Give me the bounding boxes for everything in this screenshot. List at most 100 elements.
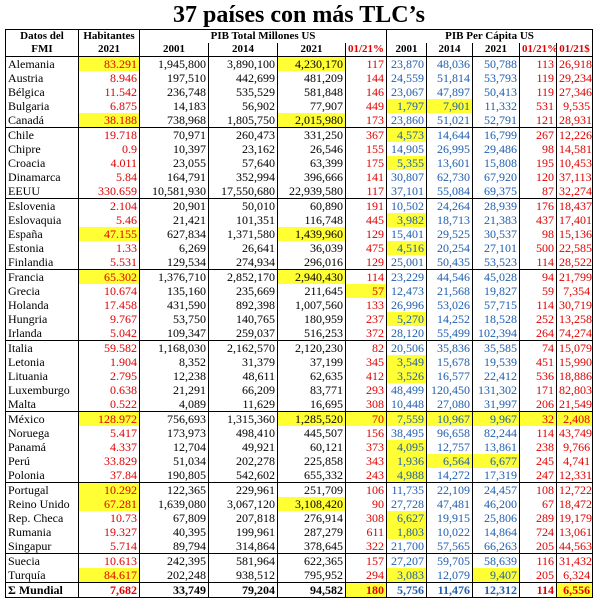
cell-pc-ratio: 94: [519, 269, 557, 284]
cell-total-ratio: 146: [344, 85, 387, 99]
header-pc-2001: 2001: [386, 43, 427, 57]
cell-pc-2014: 27,080: [426, 397, 473, 412]
cell-pc-diff: 18,886: [556, 369, 594, 383]
cell-total-2001: 242,395: [139, 553, 209, 568]
table-row: Finlandia 5.531 129,534 274,934 296,016 129 25…: [5, 255, 594, 270]
cell-country: Austria: [5, 71, 79, 85]
table-row: Grecia 10.674 135,160 235,669 211,645 57 12,47…: [5, 284, 594, 298]
cell-pc-ratio: 264: [519, 326, 557, 341]
table-row: Croacia 4.011 23,055 57,640 63,399 175 5,355 13…: [5, 156, 594, 170]
cell-pc-2014: 57,565: [426, 539, 473, 554]
cell-total-2001: 33,749: [139, 582, 209, 598]
cell-total-2001: 236,748: [139, 85, 209, 99]
table-row: Panamá 4.337 12,704 49,921 60,121 373 4,095 12,…: [5, 440, 594, 454]
table-row: Estonia 1.33 6,269 26,641 36,039 475 4,516 20,2…: [5, 241, 594, 255]
cell-pc-ratio: 116: [519, 553, 557, 568]
cell-pc-diff: 7,354: [556, 284, 594, 298]
cell-total-ratio: 345: [344, 355, 387, 369]
cell-total-ratio: 90: [344, 497, 387, 511]
cell-pc-2014: 7,901: [426, 99, 473, 113]
table-row: Lituania 2.795 12,238 48,611 62,635 412 3,526 1…: [5, 369, 594, 383]
cell-total-ratio: 372: [344, 326, 387, 341]
cell-habitantes: 5.042: [78, 326, 140, 341]
cell-pc-diff: 30,719: [556, 298, 594, 312]
cell-total-2014: 57,640: [208, 156, 278, 170]
cell-total-2014: 199,961: [208, 525, 278, 539]
cell-total-2021: 795,952: [277, 568, 346, 583]
cell-pc-2001: 4,095: [386, 440, 427, 454]
cell-pc-diff: 6,556: [556, 582, 594, 598]
cell-total-2001: 67,809: [139, 511, 209, 525]
cell-pc-diff: 18,472: [556, 497, 594, 511]
cell-habitantes: 6.875: [78, 99, 140, 113]
cell-pc-2021: 67,920: [472, 170, 520, 184]
cell-pc-2014: 14,272: [426, 468, 473, 483]
cell-pc-diff: 10,453: [556, 156, 594, 170]
cell-total-ratio: 191: [344, 198, 387, 213]
header-total-2014: 2014: [208, 43, 278, 57]
cell-pc-2001: 20,506: [386, 340, 427, 355]
cell-total-ratio: 294: [344, 568, 387, 583]
cell-total-2021: 396,666: [277, 170, 346, 184]
cell-total-2021: 296,016: [277, 255, 346, 270]
cell-total-2021: 481,209: [277, 71, 346, 85]
cell-total-2021: 3,108,420: [277, 497, 346, 511]
cell-country: Chile: [5, 127, 79, 142]
cell-total-2021: 516,253: [277, 326, 346, 341]
cell-total-2014: 274,934: [208, 255, 278, 270]
cell-habitantes: 5.417: [78, 426, 140, 440]
cell-pc-diff: 82,803: [556, 383, 594, 397]
cell-pc-ratio: 245: [519, 454, 557, 468]
cell-total-2014: 314,864: [208, 539, 278, 554]
cell-pc-2021: 24,457: [472, 482, 520, 497]
cell-pc-ratio: 205: [519, 568, 557, 583]
table-row: Reino Unido 67.281 1,639,080 3,067,120 3,108…: [5, 497, 594, 511]
cell-pc-ratio: 206: [519, 397, 557, 412]
table-row: Polonia 37.84 190,805 542,602 655,332 243 4,98…: [5, 468, 594, 483]
table-row: Bélgica 11.542 236,748 535,529 581,848 146 23,…: [5, 85, 594, 99]
cell-habitantes: 7,682: [78, 582, 140, 598]
cell-pc-diff: 13,258: [556, 312, 594, 326]
cell-pc-2021: 6,677: [472, 454, 520, 468]
cell-pc-2014: 44,546: [426, 269, 473, 284]
cell-total-2001: 164,791: [139, 170, 209, 184]
cell-pc-ratio: 32: [519, 411, 557, 426]
cell-pc-2014: 18,713: [426, 213, 473, 227]
cell-pc-2021: 21,383: [472, 213, 520, 227]
cell-total-2014: 1,805,750: [208, 113, 278, 128]
table-row: EEUU 330.659 10,581,930 17,550,680 22,939,58…: [5, 184, 594, 199]
cell-total-2014: 207,818: [208, 511, 278, 525]
cell-pc-2021: 30,537: [472, 227, 520, 241]
cell-pc-2001: 15,401: [386, 227, 427, 241]
cell-pc-2014: 35,836: [426, 340, 473, 355]
cell-habitantes: 83.291: [78, 56, 140, 71]
cell-habitantes: 5.46: [78, 213, 140, 227]
cell-habitantes: 0.638: [78, 383, 140, 397]
cell-habitantes: 4.011: [78, 156, 140, 170]
cell-pc-diff: 29,234: [556, 71, 594, 85]
cell-total-2021: 581,848: [277, 85, 346, 99]
total-row: Σ Mundial 7,682 33,749 79,204 94,582 180 5,756…: [5, 582, 594, 598]
table-row: Irlanda 5.042 109,347 259,037 516,253 372 28,1…: [5, 326, 594, 341]
cell-total-ratio: 129: [344, 227, 387, 241]
cell-total-ratio: 144: [344, 71, 387, 85]
cell-pc-diff: 4,741: [556, 454, 594, 468]
cell-total-2021: 655,332: [277, 468, 346, 483]
cell-total-2014: 892,398: [208, 298, 278, 312]
cell-pc-ratio: 59: [519, 284, 557, 298]
cell-pc-2001: 48,499: [386, 383, 427, 397]
cell-pc-diff: 12,226: [556, 127, 594, 142]
cell-country: Italia: [5, 340, 79, 355]
cell-pc-2014: 12,757: [426, 440, 473, 454]
cell-pc-2014: 10,022: [426, 525, 473, 539]
cell-country: Estonia: [5, 241, 79, 255]
cell-pc-2021: 53,793: [472, 71, 520, 85]
cell-pc-2014: 48,036: [426, 56, 473, 71]
cell-total-2001: 756,693: [139, 411, 209, 426]
cell-total-2014: 542,602: [208, 468, 278, 483]
header-row-2: FMI 2021 2001 2014 2021 01/21% 2001 2014…: [5, 43, 594, 57]
cell-total-2021: 180,959: [277, 312, 346, 326]
header-pc-ratio: 01/21%: [519, 43, 557, 57]
cell-pc-diff: 14,581: [556, 142, 594, 156]
cell-habitantes: 0.522: [78, 397, 140, 412]
